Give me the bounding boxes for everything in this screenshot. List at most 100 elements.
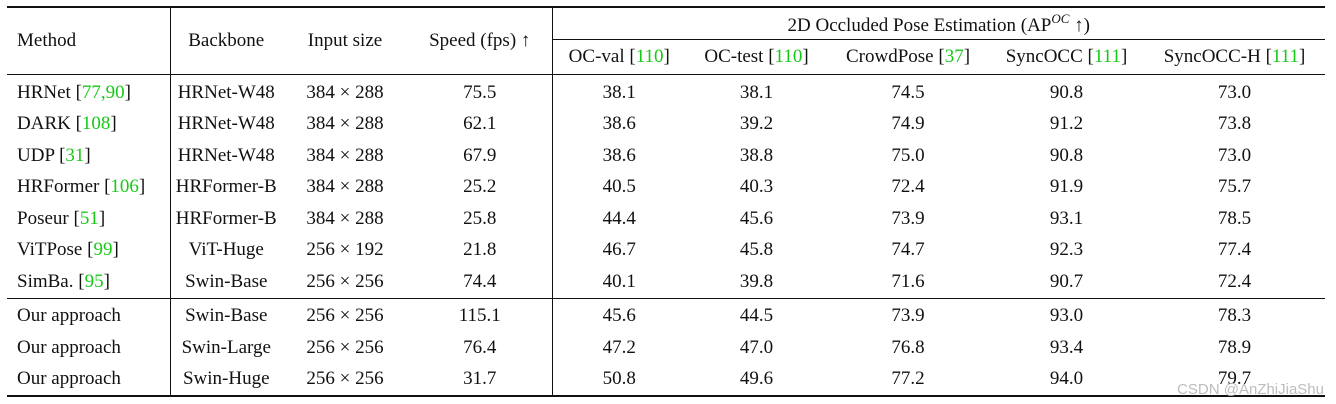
score-cell: 73.0: [1144, 74, 1325, 109]
dataset-name: SyncOCC-H: [1163, 46, 1261, 67]
method-name: HRFormer: [17, 176, 100, 198]
backbone-cell: HRFormer-B: [169, 203, 282, 235]
method-name: ViTPose: [17, 239, 83, 261]
dataset-name: SyncOCC: [1005, 46, 1083, 67]
backbone-cell: ViT-Huge: [169, 234, 282, 266]
method-cite: 77,90: [81, 81, 125, 103]
score-cell: 74.7: [891, 239, 925, 261]
score-cell: 40.3: [739, 176, 774, 198]
score-cell: 39.8: [739, 270, 774, 292]
score-cell: 72.4: [1217, 270, 1252, 292]
method-cite: 99: [93, 239, 113, 261]
score-cell: 71.6: [891, 270, 925, 292]
score-cell: 94.0: [989, 363, 1144, 397]
method-cite: 106: [110, 176, 139, 198]
speed-cell: 115.1: [408, 297, 552, 332]
score-cell: 45.6: [551, 297, 686, 332]
method-name: HRNet: [17, 81, 71, 103]
input-size-cell: 256 × 256: [306, 336, 384, 358]
table-row: ViTPose [99] ViT-Huge 256 × 192 21.8 46.7 45.…: [7, 234, 1325, 266]
backbone-cell: HRNet-W48: [169, 74, 282, 109]
table-row: Poseur [51] HRFormer-B 384 × 288 25.8 44.4 45…: [7, 203, 1325, 235]
table-row: HRNet [77,90] HRNet-W48 384 × 288 75.5 38.1 3…: [7, 74, 1325, 109]
method-cell: DARK [108]: [17, 113, 117, 135]
method-cell: ViTPose [99]: [17, 239, 119, 261]
score-cell: 45.8: [739, 239, 774, 261]
method-name: UDP: [17, 144, 55, 166]
dataset-name: OC-val: [568, 46, 625, 67]
speed-cell: 25.2: [463, 176, 497, 198]
backbone-cell: HRNet-W48: [169, 140, 282, 172]
table-row: DARK [108] HRNet-W48 384 × 288 62.1 38.6 39.2…: [7, 108, 1325, 140]
score-cell: 38.6: [551, 140, 686, 172]
score-cell: 91.2: [1049, 113, 1084, 135]
method-cell: SimBa. [95]: [17, 270, 110, 292]
score-cell: 39.2: [739, 113, 774, 135]
dataset-cite: 110: [635, 46, 664, 67]
score-cell: 90.8: [989, 74, 1144, 109]
score-cell: 77.2: [827, 363, 989, 397]
score-cell: 73.9: [827, 297, 989, 332]
table-row: UDP [31] HRNet-W48 384 × 288 67.9 38.6 38.8 75…: [7, 140, 1325, 172]
method-name: Our approach: [17, 368, 121, 390]
dataset-name: CrowdPose: [845, 46, 934, 67]
header-input-size: Input size: [282, 6, 408, 75]
score-cell: 79.7: [1144, 363, 1325, 397]
score-cell: 76.8: [891, 336, 925, 358]
score-cell: 90.8: [1049, 144, 1084, 166]
method-cell: Our approach: [7, 332, 170, 364]
dataset-name: OC-test: [704, 46, 764, 67]
speed-cell: 67.9: [463, 144, 497, 166]
score-cell: 74.5: [827, 74, 989, 109]
input-size-cell: 256 × 192: [306, 239, 384, 261]
method-cite: 51: [79, 207, 99, 229]
method-name: DARK: [17, 113, 71, 135]
backbone-cell: HRNet-W48: [169, 108, 282, 140]
header-dataset: CrowdPose [37]: [827, 39, 989, 75]
backbone-cell: Swin-Base: [169, 297, 282, 332]
speed-cell: 75.5: [408, 74, 552, 109]
header-dataset: OC-val [110]: [551, 39, 686, 75]
header-group: 2D Occluded Pose Estimation (APOC ↑): [551, 6, 1325, 40]
score-cell: 38.8: [739, 144, 774, 166]
speed-cell: 31.7: [408, 363, 552, 397]
header-method: Method: [7, 6, 170, 75]
score-cell: 72.4: [891, 176, 925, 198]
score-cell: 73.0: [1217, 144, 1252, 166]
table-row: Our approach Swin-Large 256 × 256 76.4 47.2 4…: [7, 332, 1325, 364]
score-cell: 40.1: [551, 266, 686, 298]
method-name: Our approach: [17, 305, 121, 327]
table-row: Our approach Swin-Base 256 × 256 115.1 45.6 4…: [7, 297, 1325, 332]
backbone-cell: HRFormer-B: [169, 171, 282, 203]
speed-cell: 25.8: [463, 207, 497, 229]
score-cell: 73.8: [1217, 113, 1252, 135]
input-size-cell: 256 × 256: [282, 363, 408, 397]
method-cite: 31: [65, 144, 85, 166]
score-cell: 38.6: [551, 108, 686, 140]
header-dataset: OC-test [110]: [686, 39, 827, 75]
backbone-cell: Swin-Base: [169, 266, 282, 298]
score-cell: 44.5: [686, 297, 827, 332]
method-cell: Poseur [51]: [17, 207, 106, 229]
score-cell: 93.1: [1049, 207, 1084, 229]
method-cell: Our approach: [7, 363, 170, 397]
score-cell: 91.9: [1049, 176, 1084, 198]
score-cell: 47.0: [739, 336, 774, 358]
score-cell: 40.5: [551, 171, 686, 203]
header-group-prefix: 2D Occluded Pose Estimation (AP: [787, 14, 1052, 36]
score-cell: 75.7: [1217, 176, 1252, 198]
method-cite: 108: [81, 113, 111, 135]
watermark: CSDN @AnZhiJiaShu: [1177, 381, 1324, 398]
header-group-suffix: ↑): [1069, 14, 1090, 36]
method-cell: HRNet [77,90]: [7, 74, 170, 109]
score-cell: 50.8: [551, 363, 686, 397]
score-cell: 78.5: [1217, 207, 1252, 229]
score-cell: 44.4: [551, 203, 686, 235]
dataset-cite: 111: [1271, 46, 1299, 67]
method-name: Poseur: [17, 207, 69, 229]
input-size-cell: 256 × 256: [306, 270, 384, 292]
speed-cell: 76.4: [463, 336, 497, 358]
input-size-cell: 384 × 288: [282, 74, 408, 109]
method-cell: UDP [31]: [17, 144, 91, 166]
table-row: HRFormer [106] HRFormer-B 384 × 288 25.2 40.…: [7, 171, 1325, 203]
